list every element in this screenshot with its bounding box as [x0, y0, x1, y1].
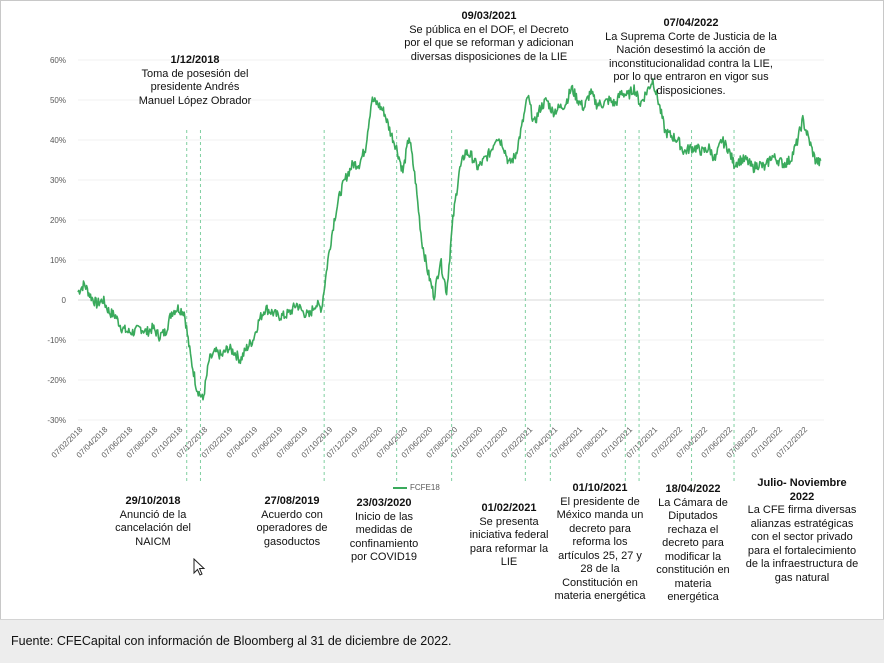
annotation-bottom-2: 27/08/2019 Acuerdo con operadores de gas… [246, 495, 338, 549]
y-tick-label: -10% [47, 336, 66, 345]
annotation-date: Julio- Noviembre 2022 [757, 477, 847, 503]
mouse-cursor-icon [193, 558, 206, 576]
y-gridlines [78, 59, 824, 421]
y-tick-label: 30% [50, 176, 66, 185]
annotation-date: 23/03/2020 [356, 497, 412, 509]
legend: FCFE18 [393, 483, 440, 492]
annotation-text: Anunció de la cancelación del NAICM [115, 508, 191, 548]
annotation-bottom-5: 01/10/2021 El presidente de México manda… [552, 482, 648, 604]
annotation-text: La Cámara de Diputados rechaza el decret… [656, 496, 730, 604]
annotation-date: 07/04/2022 [663, 17, 719, 29]
y-tick-label: 40% [50, 136, 66, 145]
footer: Fuente: CFECapital con información de Bl… [0, 619, 884, 663]
y-tick-label: 0 [62, 296, 67, 305]
y-tick-label: -20% [47, 376, 66, 385]
annotation-text: Acuerdo con operadores de gasoductos [256, 508, 328, 548]
annotation-date: 1/12/2018 [170, 54, 220, 66]
annotation-top-1: 1/12/2018 Toma de posesión del president… [132, 54, 258, 108]
annotation-text: La Suprema Corte de Justicia de la Nació… [605, 30, 777, 97]
series-line-fcfe18 [77, 78, 822, 401]
legend-label: FCFE18 [410, 483, 440, 492]
annotation-text: Se pública en el DOF, el Decreto por el … [404, 23, 574, 63]
annotation-date: 01/10/2021 [572, 482, 628, 494]
event-lines [186, 130, 735, 484]
annotation-bottom-6: 18/04/2022 La Cámara de Diputados rechaz… [648, 483, 738, 605]
annotation-top-3: 07/04/2022 La Suprema Corte de Justicia … [605, 17, 777, 98]
annotation-date: 29/10/2018 [125, 495, 181, 507]
y-tick-label: 50% [50, 96, 66, 105]
source-note: Fuente: CFECapital con información de Bl… [11, 634, 452, 648]
annotation-text: Se presenta iniciativa federal para refo… [469, 515, 549, 569]
annotation-text: El presidente de México manda un decreto… [554, 495, 646, 603]
annotation-top-2: 09/03/2021 Se pública en el DOF, el Decr… [404, 10, 574, 64]
annotation-bottom-4: 01/02/2021 Se presenta iniciativa federa… [462, 502, 556, 570]
y-tick-label: 20% [50, 216, 66, 225]
y-tick-label: 10% [50, 256, 66, 265]
y-tick-label: -30% [47, 416, 66, 425]
annotation-text: Inicio de las medidas de confinamiento p… [349, 510, 419, 564]
annotation-text: Toma de posesión del presidente Andrés M… [138, 67, 252, 107]
legend-swatch [393, 486, 407, 489]
annotation-date: 27/08/2019 [264, 495, 320, 507]
annotation-bottom-3: 23/03/2020 Inicio de las medidas de conf… [344, 497, 424, 565]
annotation-text: La CFE firma diversas alianzas estratégi… [745, 504, 859, 584]
y-tick-label: 60% [50, 56, 66, 65]
x-axis-ticks: 07/02/201807/04/201807/06/201807/08/2018… [50, 425, 810, 460]
annotation-bottom-7: Julio- Noviembre 2022 La CFE firma diver… [744, 477, 860, 585]
annotation-bottom-1: 29/10/2018 Anunció de la cancelación del… [104, 495, 202, 549]
annotation-date: 01/02/2021 [481, 502, 537, 514]
annotation-date: 18/04/2022 [665, 483, 721, 495]
y-axis-ticks: 60% 50% 40% 30% 20% 10% 0 -10% -20% -30% [47, 56, 66, 425]
line-chart: 60% 50% 40% 30% 20% 10% 0 -10% -20% -30% 07/02/20… [47, 56, 824, 484]
annotation-date: 09/03/2021 [461, 10, 517, 22]
